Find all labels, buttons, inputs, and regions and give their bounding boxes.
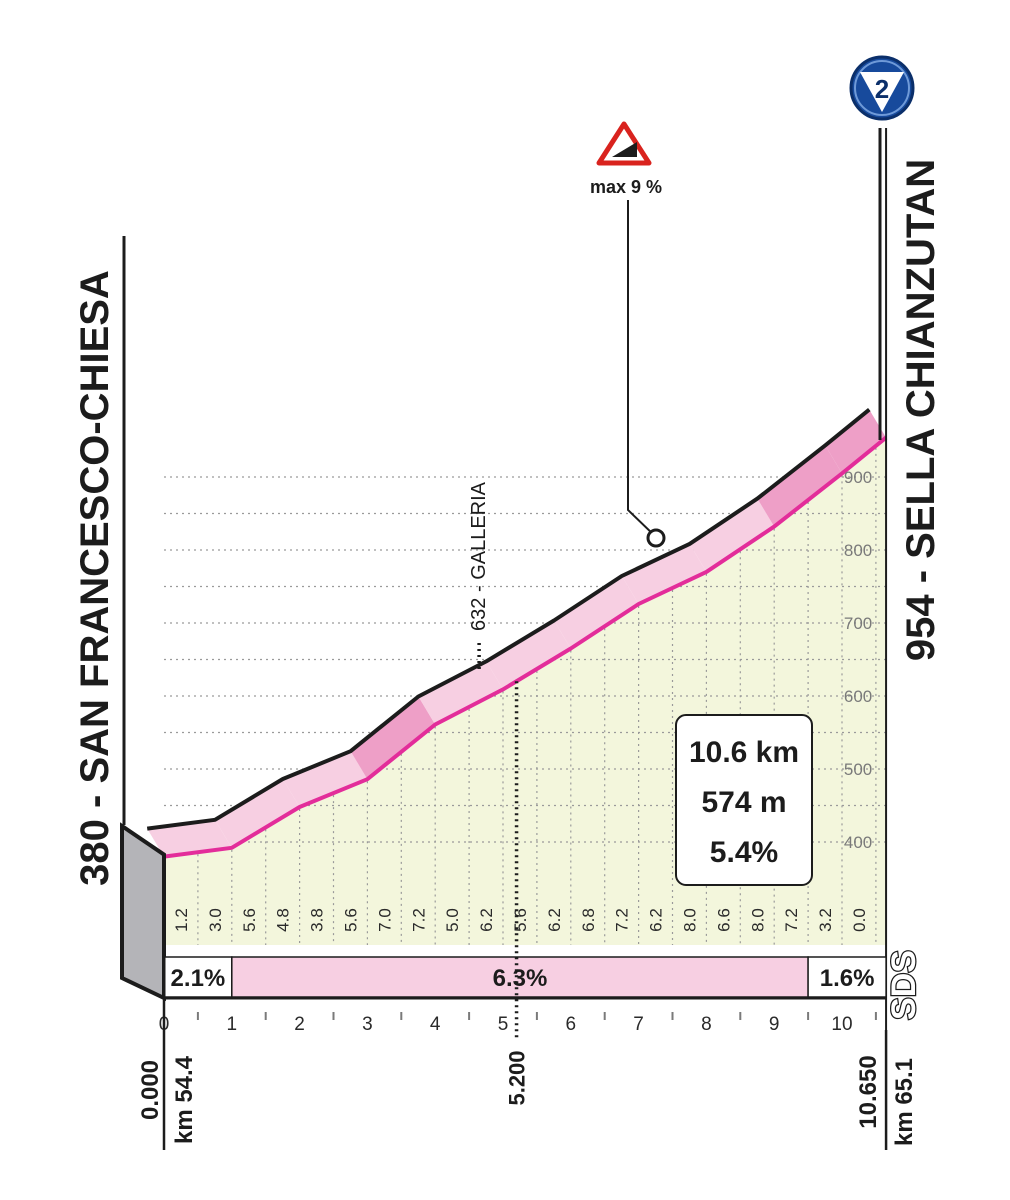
marker-label: 5.200: [505, 1050, 530, 1105]
finish-race-km: km 65.1: [891, 1058, 918, 1146]
km-gradient-label: 3.8: [308, 908, 327, 932]
steep-warning-icon: [596, 121, 652, 166]
km-gradient-label: 5.6: [240, 908, 259, 932]
max-gradient-sign: max 9 %: [590, 121, 666, 548]
x-tick-label: 3: [362, 1014, 373, 1035]
km-gradient-label: 5.6: [511, 908, 530, 932]
category-number: 2: [875, 74, 889, 104]
y-axis: 400 500 600 700 800 900: [844, 468, 872, 852]
y-tick-label: 900: [844, 468, 872, 487]
galleria-label: 632 - GALLERIA: [468, 481, 490, 631]
x-tick-label: 2: [294, 1014, 305, 1035]
summary-gain: 574 m: [701, 786, 786, 819]
ribbon-segment: [282, 751, 368, 807]
km-gradient-label: 6.6: [714, 908, 733, 932]
sector-bar: [807, 956, 887, 998]
finish-label: 954 - SELLA CHIANZUTAN: [899, 159, 943, 661]
x-tick-label: 7: [633, 1014, 644, 1035]
km-gradient-label: 7.2: [613, 908, 632, 932]
ribbon-segment: [689, 498, 775, 572]
km-gradient-label: 7.0: [375, 908, 394, 932]
ribbon-segment: [350, 696, 436, 780]
x-tick-label: 6: [566, 1014, 577, 1035]
x-tick-label: 4: [430, 1014, 441, 1035]
finish-distance: 10.650: [855, 1055, 882, 1128]
km-gradient-label: 4.8: [274, 908, 293, 932]
max-gradient-leader: [627, 200, 657, 538]
y-tick-label: 700: [844, 614, 872, 633]
km-gradient-label: 1.2: [172, 908, 191, 932]
km-gradient-label: 7.2: [782, 908, 801, 932]
km-gradient-label: 8.0: [680, 908, 699, 932]
km-gradient-label: 6.2: [545, 908, 564, 932]
start-side-block: [120, 822, 166, 1002]
sector-label: 6.3%: [493, 965, 548, 992]
km-gradient-label: 8.0: [748, 908, 767, 932]
ribbon-segment: [147, 819, 232, 857]
km-gradient-label: 5.0: [443, 908, 462, 932]
km-gradient-row: 1.2 3.0 5.6 4.8 3.8 5.6 7.0 7.2 5.0 6.2 5.6 6.2 6.8 7…: [172, 908, 869, 932]
x-tick-label: 5: [498, 1014, 509, 1035]
annotations: 632 - GALLERIA 5.200: [468, 481, 529, 1105]
y-tick-label: 800: [844, 541, 872, 560]
x-tick-label: 10: [831, 1014, 852, 1035]
profile-top-edge: [146, 408, 871, 831]
km-gradient-label: 7.2: [409, 908, 428, 932]
x-tick-label: 1: [227, 1014, 238, 1035]
km-gradient-label: 0.0: [850, 908, 869, 932]
start-race-km: km 54.4: [171, 1055, 198, 1144]
summary-length: 10.6 km: [689, 736, 799, 769]
sector-gradients: 2.1% 6.3% 1.6%: [162, 945, 887, 1000]
ribbon-segment: [554, 576, 639, 649]
start-label: 380 - SAN FRANCESCO-CHIESA: [73, 270, 117, 886]
ribbon-segment: [215, 778, 300, 848]
sector-label: 2.1%: [171, 965, 226, 992]
ribbon-segment: [757, 445, 842, 527]
x-tick-label: 9: [769, 1014, 780, 1035]
km-gradient-label: 3.2: [816, 908, 835, 932]
max-gradient-point: [646, 528, 666, 548]
sector-bar: [231, 956, 809, 998]
ribbon-segment: [486, 620, 571, 690]
km-gradient-label: 6.8: [579, 908, 598, 932]
y-tick-label: 400: [844, 833, 872, 852]
km-gradient-label: 6.2: [477, 908, 496, 932]
ribbon-segment: [418, 661, 503, 725]
y-tick-label: 500: [844, 760, 872, 779]
summary-box: 10.6 km 574 m 5.4%: [675, 714, 813, 886]
ribbon-segment: [825, 409, 887, 474]
start-distance: 0.000: [137, 1060, 164, 1120]
sds-logo: SDS: [885, 950, 923, 1020]
max-gradient-label: max 9 %: [590, 177, 662, 197]
mountain-category-badge: 2: [849, 55, 915, 121]
x-tick-label: 8: [701, 1014, 712, 1035]
x-axis: 012345678910: [159, 998, 888, 1150]
summary-avg: 5.4%: [710, 836, 778, 869]
km-gradient-label: 5.6: [341, 908, 360, 932]
profile-line: [163, 436, 888, 859]
y-tick-label: 600: [844, 687, 872, 706]
sector-label: 1.6%: [820, 965, 875, 992]
profile-ribbon: [120, 128, 888, 1030]
km-gradient-label: 6.2: [647, 908, 666, 932]
km-gradient-label: 3.0: [206, 908, 225, 932]
ribbon-segment: [621, 543, 707, 605]
